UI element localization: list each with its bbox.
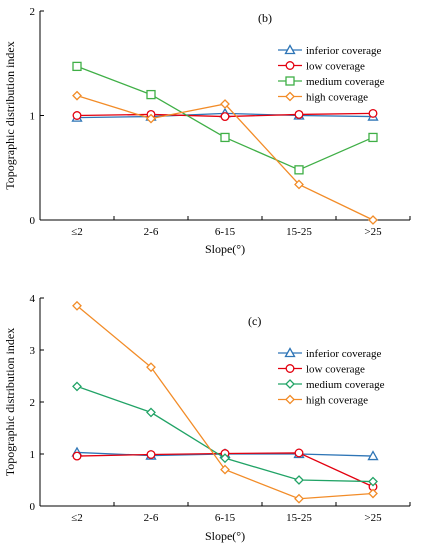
legend-label: low coverage [306, 61, 365, 73]
legend-marker [285, 76, 295, 86]
data-point [294, 165, 304, 175]
x-tick-label: ≤2 [71, 226, 83, 238]
data-point [294, 475, 304, 485]
data-point [146, 450, 156, 459]
data-point [72, 300, 82, 311]
legend-label: medium coverage [306, 379, 385, 391]
x-tick-label: 6-15 [215, 226, 236, 238]
x-axis-title: Slope(°) [205, 242, 245, 256]
legend-marker [285, 394, 295, 405]
legend-label: high coverage [306, 395, 368, 407]
legend-marker [284, 44, 296, 55]
y-tick-label: 0 [30, 215, 36, 227]
y-tick-label: 1 [30, 449, 36, 461]
x-tick-label: 2-6 [144, 512, 159, 524]
data-point [146, 113, 156, 124]
x-tick-label: >25 [364, 226, 382, 238]
data-point [146, 362, 156, 373]
x-tick-label: 6-15 [215, 512, 236, 524]
data-point [294, 110, 304, 119]
data-point [72, 111, 82, 120]
data-point [146, 89, 156, 100]
y-tick-label: 4 [30, 293, 36, 305]
y-tick-label: 1 [30, 111, 36, 123]
data-point [368, 476, 378, 487]
x-tick-label: 2-6 [144, 226, 159, 238]
legend-marker [285, 364, 295, 373]
data-point [294, 179, 304, 190]
y-tick-label: 0 [30, 501, 36, 513]
legend-label: medium coverage [306, 76, 385, 88]
series-high-coverage [72, 300, 378, 504]
data-point [72, 61, 82, 72]
data-point [72, 90, 82, 101]
data-point [368, 488, 378, 499]
legend-marker [284, 347, 296, 358]
chart-panel-2: 0 1 2 3 4 ≤2 2-6 6-15 15-25 >25 Slope(°) Topographi… [3, 293, 411, 543]
x-tick-label: 15-25 [286, 512, 312, 524]
legend-marker [285, 91, 295, 102]
data-point [220, 99, 230, 109]
data-point [220, 464, 230, 475]
y-axis-title: Topographic distribution index [3, 41, 17, 189]
data-point [368, 108, 378, 118]
legend-label: high coverage [306, 92, 368, 104]
y-tick-label: 2 [30, 6, 36, 18]
legend-label: inferior coverage [306, 348, 382, 360]
panel-label: (c) [248, 314, 261, 328]
data-point [72, 381, 82, 392]
chart-panel-1: 0 1 2 ≤2 2-6 6-15 15-25 >25 Slope(°) Topographic … [3, 6, 411, 256]
legend: inferior coverage low coverage medium cove… [278, 347, 385, 407]
data-point [368, 215, 378, 225]
data-point [367, 450, 379, 461]
data-point [220, 132, 230, 143]
legend-marker [285, 379, 295, 389]
series-medium-coverage [72, 381, 378, 487]
x-tick-label: >25 [364, 512, 382, 524]
y-tick-label: 3 [30, 345, 36, 357]
y-axis-title: Topographic distribution index [3, 328, 17, 476]
series-high-coverage [72, 90, 378, 225]
legend-label: inferior coverage [306, 45, 382, 57]
data-point [368, 132, 378, 143]
y-tick-label: 2 [30, 397, 36, 409]
series-medium-coverage [72, 61, 378, 175]
panel-label: (b) [258, 11, 272, 25]
data-point [72, 451, 82, 461]
x-tick-label: 15-25 [286, 226, 312, 238]
data-point [220, 453, 230, 464]
data-point [146, 407, 156, 418]
data-point [294, 493, 304, 504]
legend-marker [285, 61, 295, 70]
legend: inferior coverage low coverage medium cove… [278, 44, 385, 104]
data-point [220, 112, 230, 121]
x-axis-title: Slope(°) [205, 529, 245, 543]
data-point [294, 448, 304, 458]
x-tick-label: ≤2 [71, 512, 83, 524]
legend-label: low coverage [306, 364, 365, 376]
